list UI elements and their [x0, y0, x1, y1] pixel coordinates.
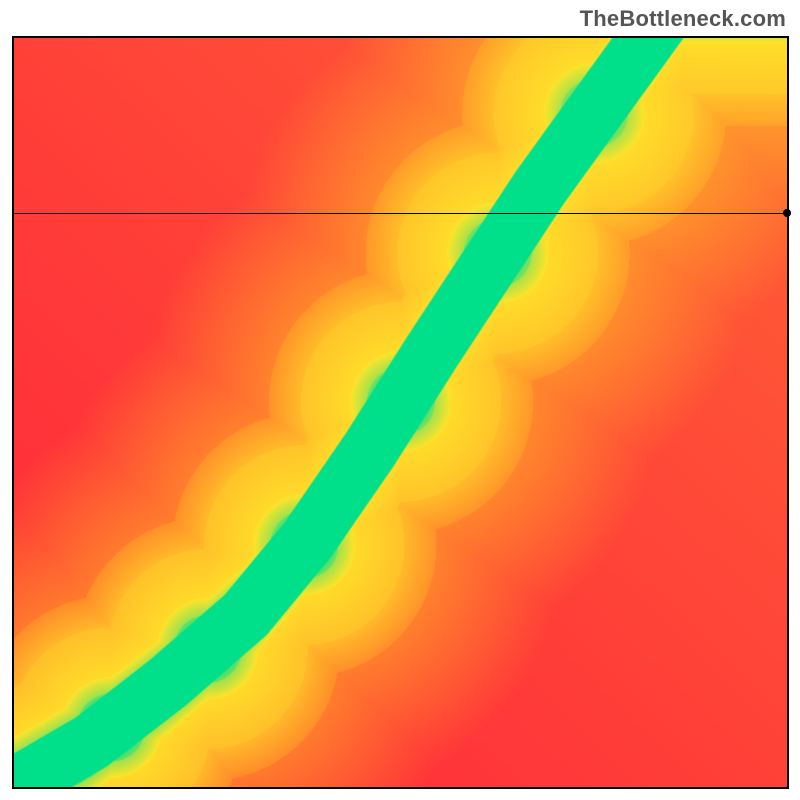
heatmap-canvas [14, 38, 787, 787]
reference-horizontal-line [14, 213, 787, 214]
heatmap-plot [12, 36, 789, 789]
watermark: TheBottleneck.com [580, 6, 786, 32]
reference-marker-dot [783, 209, 791, 217]
